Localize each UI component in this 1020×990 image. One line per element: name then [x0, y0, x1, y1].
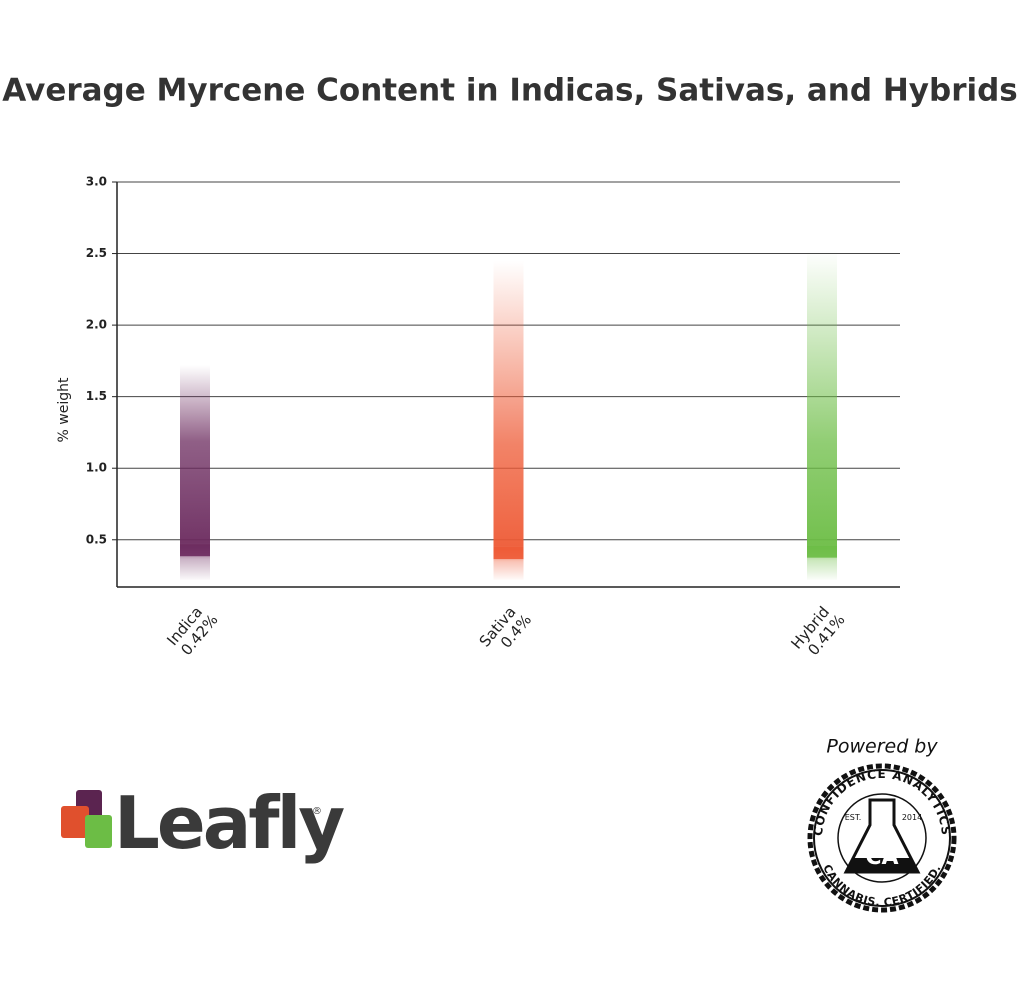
- range-bar: [493, 260, 524, 580]
- logo-text: Leafly: [114, 781, 344, 865]
- y-tick-label: 2.0: [86, 318, 107, 332]
- y-axis-label: % weight: [56, 377, 72, 442]
- seal-initials: CA: [865, 845, 898, 870]
- range-bar: [180, 365, 210, 580]
- seal-ring: [813, 769, 951, 907]
- seal-flask-fill: [846, 858, 918, 872]
- logo-mark: ®: [312, 806, 322, 817]
- mean-band: [180, 544, 210, 557]
- seal-est: EST.: [845, 813, 862, 822]
- chart-title: Average Myrcene Content in Indicas, Sati…: [2, 73, 1018, 109]
- seal: Powered by CONFIDENCE ANALYTICS CANNABIS…: [807, 736, 957, 913]
- logo-square: [85, 815, 112, 848]
- y-tick-label: 2.5: [86, 246, 107, 260]
- seal-inner: [837, 793, 927, 883]
- logo-square: [61, 806, 89, 838]
- mean-band: [493, 547, 524, 560]
- y-tick-label: 3.0: [86, 175, 107, 189]
- seal-year: 2014: [902, 813, 922, 822]
- mean-band: [807, 545, 837, 558]
- y-tick-label: 1.5: [86, 389, 107, 403]
- range-bar: [807, 250, 837, 580]
- y-tick-label: 1.0: [86, 461, 107, 475]
- y-tick-label: 0.5: [86, 532, 107, 546]
- powered-by: Powered by: [826, 736, 938, 758]
- leafly-logo: Leafly ®: [61, 781, 347, 865]
